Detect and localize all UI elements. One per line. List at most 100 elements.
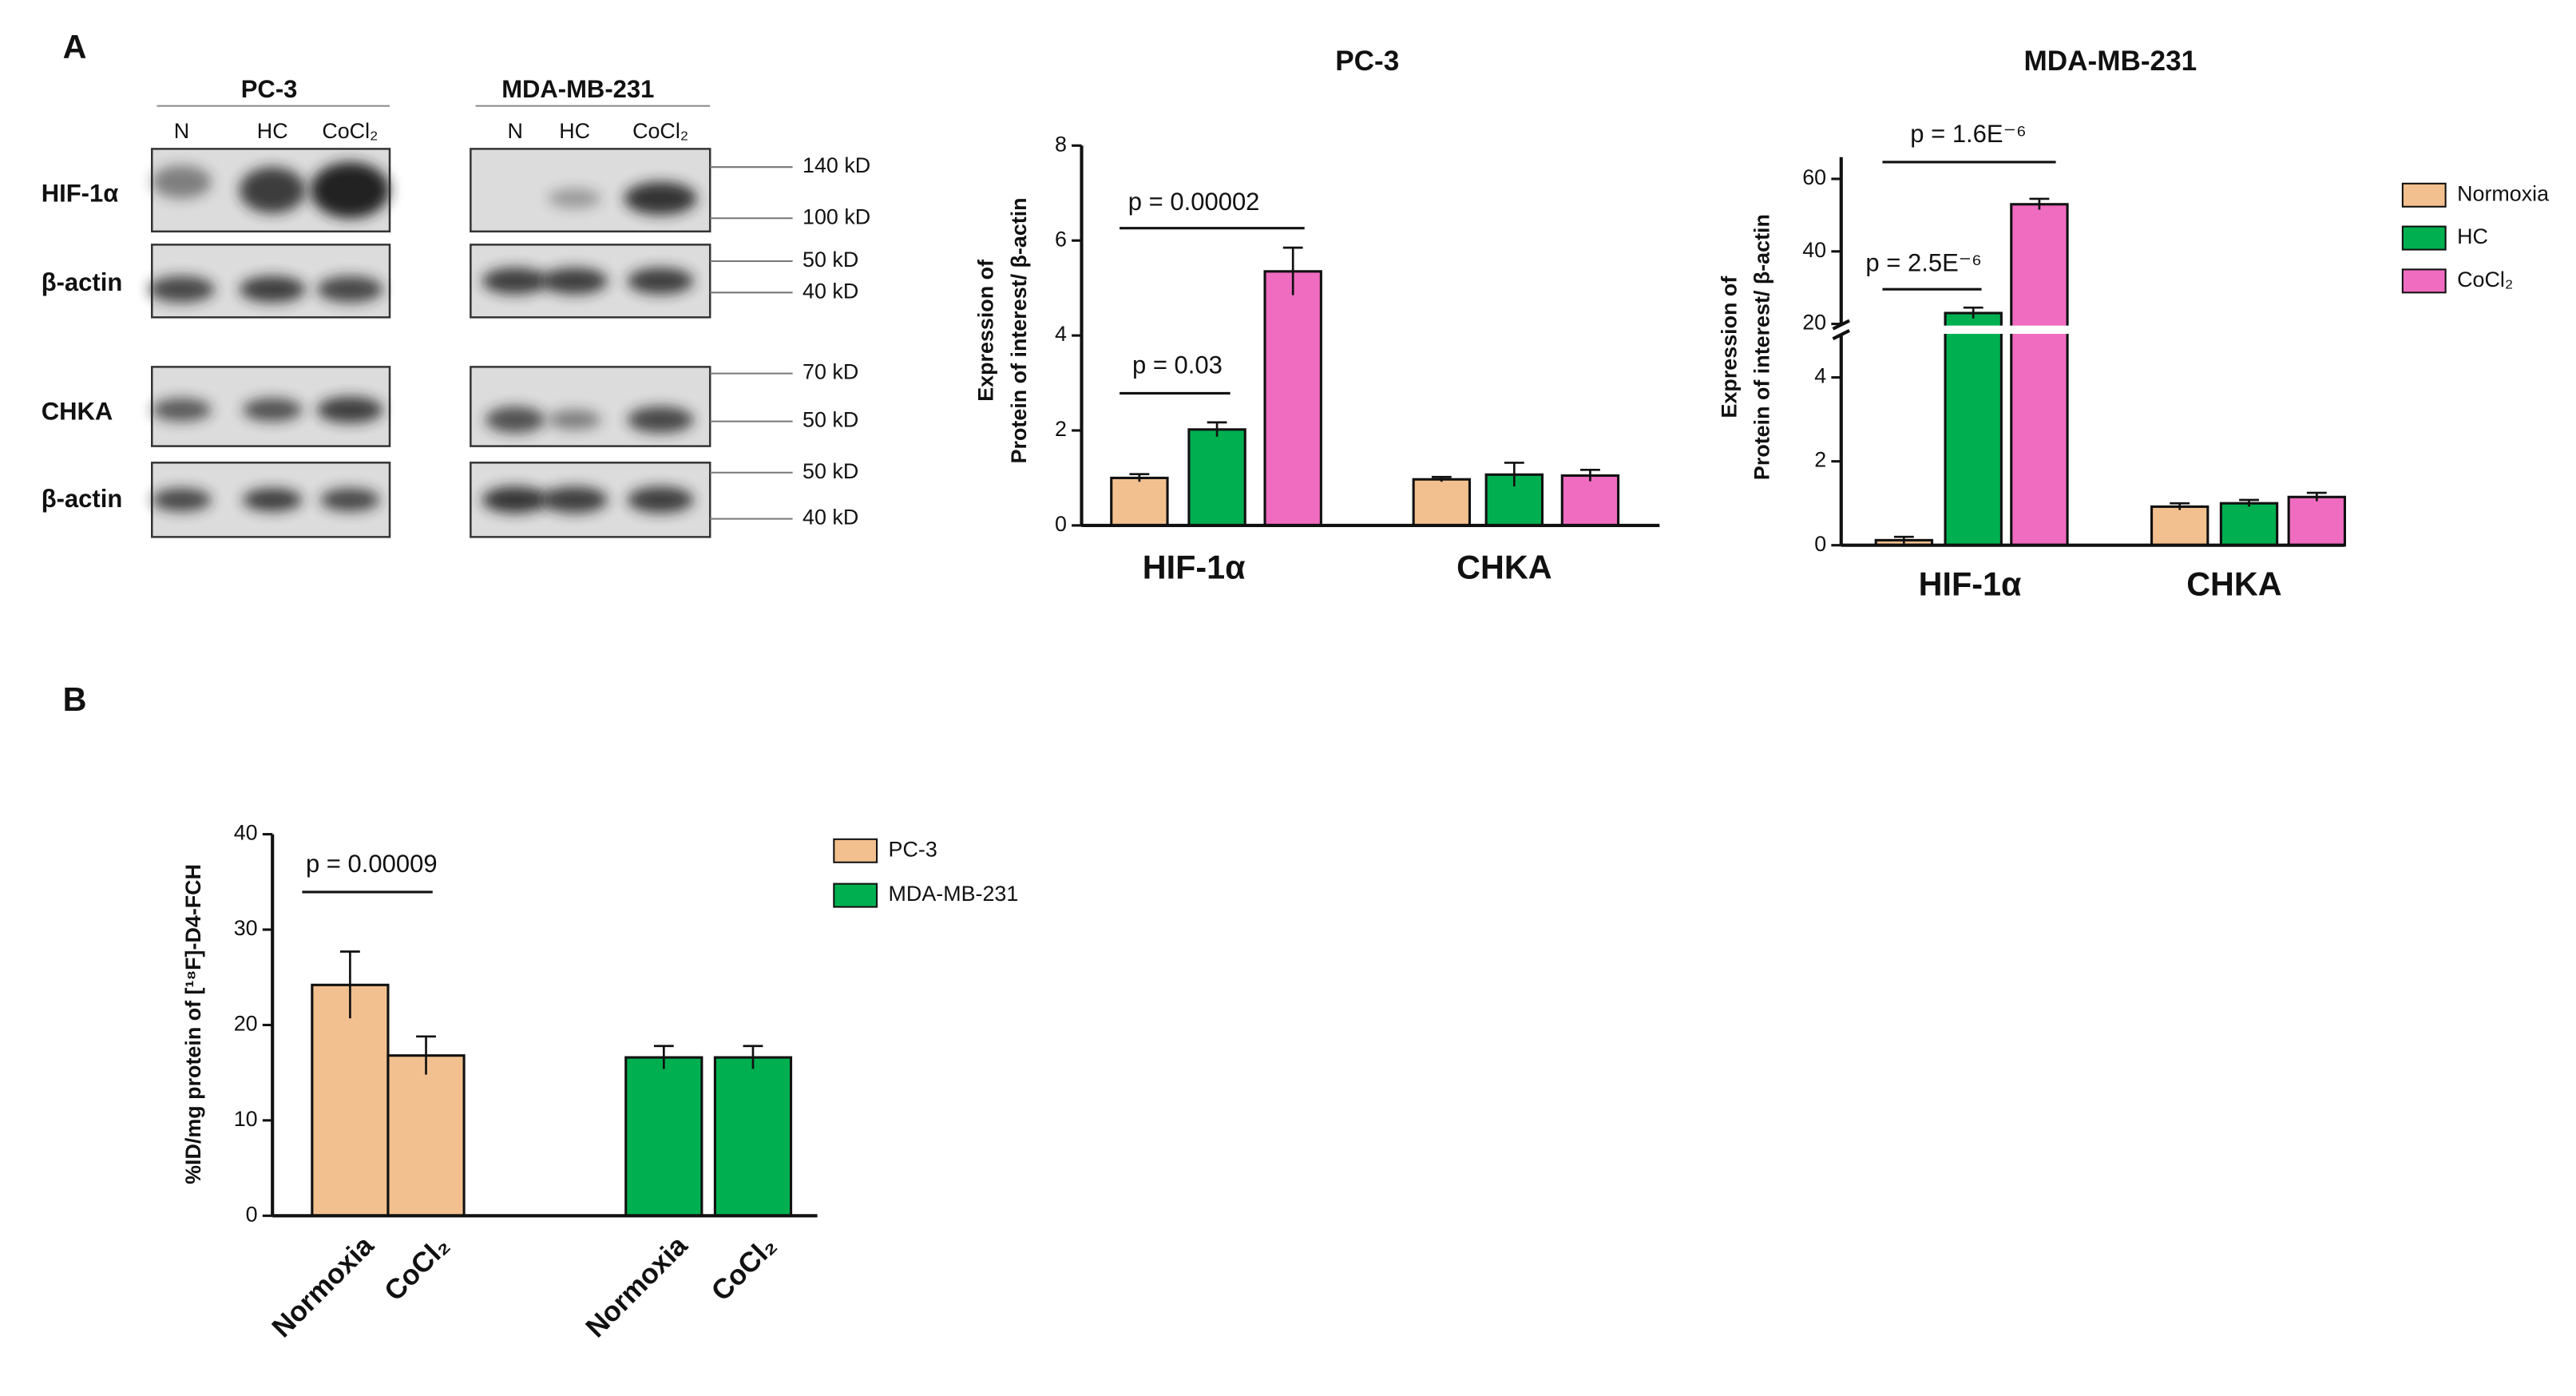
error-bar <box>1963 306 1984 319</box>
blot-band <box>152 165 212 199</box>
lane-label: HC <box>257 119 288 143</box>
y-tick-label: 0 <box>1814 532 1826 556</box>
blot-band <box>317 396 383 423</box>
marker-label: 70 kD <box>803 360 858 384</box>
blot-row-label: CHKA <box>42 397 113 425</box>
lane-label: N <box>174 119 189 143</box>
bar <box>624 1056 703 1217</box>
bar <box>311 983 390 1217</box>
blot-row-label: HIF-1α <box>42 179 119 207</box>
blot-band <box>317 276 383 303</box>
blot-band <box>624 181 697 216</box>
p-value-annotation: p = 0.00009 <box>306 850 438 878</box>
blot-group-label: MDA-MB-231 <box>501 75 654 103</box>
blot-band <box>541 268 608 295</box>
blot-band <box>242 488 303 512</box>
x-tick-label: HIF-1α <box>1143 549 1246 586</box>
y-axis-label: Expression of <box>1717 276 1741 418</box>
error-bar <box>1504 462 1524 487</box>
legend-label: Normoxia <box>2457 181 2549 205</box>
error-bar <box>1282 246 1303 295</box>
error-bar <box>1129 473 1150 482</box>
lane-label: CoCl₂ <box>632 119 688 143</box>
y-tick-label: 0 <box>1055 512 1067 536</box>
x-tick-label: CHKA <box>1456 549 1552 586</box>
error-bar <box>1431 475 1452 482</box>
blot-row-label: β-actin <box>42 268 123 296</box>
blot-band <box>152 488 212 512</box>
blot-band <box>242 398 303 422</box>
y-axis-label: Expression of <box>974 260 998 402</box>
legend-swatch <box>2401 182 2447 208</box>
chart-title: MDA-MB-231 <box>2023 46 2197 77</box>
bar <box>2287 495 2347 547</box>
error-bar <box>1207 421 1227 437</box>
error-bar <box>2029 197 2050 210</box>
blot-group-label: PC-3 <box>241 75 298 103</box>
bar <box>1110 476 1169 527</box>
legend-swatch <box>2401 225 2447 251</box>
y-axis-label: %ID/mg protein of [¹⁸F]-D4-FCH <box>181 864 205 1184</box>
lane-label: N <box>507 119 522 143</box>
panel-label: A <box>63 29 87 65</box>
error-bar <box>1893 535 1914 544</box>
error-bar <box>743 1045 763 1069</box>
y-tick-label: 2 <box>1055 417 1067 441</box>
marker-label: 40 kD <box>803 506 858 529</box>
blot-band <box>320 488 380 512</box>
blot-band <box>149 276 215 303</box>
p-value-annotation: p = 0.03 <box>1132 351 1223 379</box>
y-tick-label: 6 <box>1055 227 1067 251</box>
blot-band <box>548 410 601 430</box>
bar <box>713 1056 793 1217</box>
blot-band <box>548 188 601 208</box>
y-tick-label: 2 <box>1814 448 1826 472</box>
blot-row-label: β-actin <box>42 485 123 513</box>
y-tick-label: 40 <box>1802 238 1826 262</box>
error-bar <box>339 950 360 1019</box>
bar <box>2219 502 2279 547</box>
y-tick-label: 0 <box>246 1202 258 1226</box>
error-bar <box>1580 468 1600 482</box>
y-tick-label: 20 <box>1802 311 1826 335</box>
error-bar <box>2239 498 2259 507</box>
lane-label: CoCl₂ <box>322 119 378 143</box>
blot-band <box>485 407 545 434</box>
y-axis-label: Protein of interest/ β-actin <box>1750 214 1774 480</box>
marker-label: 50 kD <box>803 459 858 483</box>
bar <box>1560 474 1620 527</box>
error-bar <box>2306 491 2327 502</box>
blot-band <box>627 268 694 295</box>
lane-label: HC <box>559 119 590 143</box>
legend-swatch <box>833 882 878 908</box>
blot-band <box>482 268 549 295</box>
error-bar <box>416 1035 436 1075</box>
axis-break-mark <box>1832 329 1851 341</box>
y-tick-label: 4 <box>1814 364 1826 388</box>
bar <box>1187 428 1246 527</box>
marker-label: 50 kD <box>803 408 858 432</box>
bar <box>1944 311 2003 547</box>
p-value-annotation: p = 2.5E⁻⁶ <box>1865 248 1981 276</box>
y-tick-label: 40 <box>234 821 258 845</box>
blot-band <box>152 398 212 422</box>
blot-band <box>239 167 306 214</box>
marker-label: 140 kD <box>803 153 870 177</box>
bar <box>1263 270 1322 527</box>
y-tick-label: 8 <box>1055 132 1067 156</box>
blot-band <box>239 276 306 303</box>
p-value-annotation: p = 1.6E⁻⁶ <box>1910 120 2026 148</box>
x-tick-label: HIF-1α <box>1919 565 2022 602</box>
x-tick-label: CHKA <box>2186 565 2281 602</box>
y-axis-label: Protein of interest/ β-actin <box>1007 197 1031 463</box>
legend-label: MDA-MB-231 <box>889 882 1019 906</box>
marker-label: 100 kD <box>803 204 870 228</box>
y-tick-label: 20 <box>234 1012 258 1036</box>
legend-label: HC <box>2457 224 2488 248</box>
error-bar <box>653 1045 674 1069</box>
bar <box>1412 478 1472 527</box>
blot-band <box>541 486 608 514</box>
y-tick-label: 10 <box>234 1107 258 1131</box>
legend-label: PC-3 <box>889 837 937 861</box>
